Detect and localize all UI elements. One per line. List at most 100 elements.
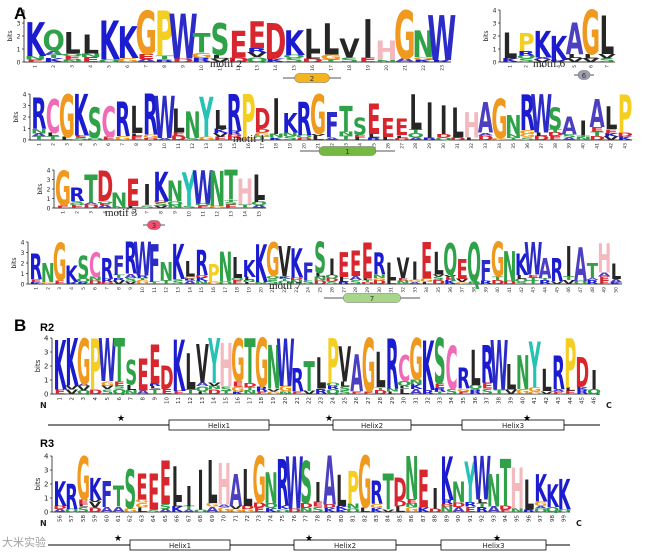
logo-letter: A <box>574 240 587 293</box>
logo-letter: A <box>97 205 112 210</box>
position-number: 74 <box>268 515 274 522</box>
y-tick-label: 3 <box>44 349 48 357</box>
logo-letter: D <box>296 138 312 141</box>
logo-letter: G <box>55 164 71 217</box>
y-tick-label: 2 <box>47 187 51 194</box>
logo-letter: G <box>143 134 159 139</box>
logo-letter: S <box>599 57 615 63</box>
position-number: 28 <box>413 143 419 149</box>
position-number: 1 <box>61 211 67 214</box>
position-number: 63 <box>139 515 145 522</box>
logo-letter: K <box>213 128 229 135</box>
y-tick-label: 4 <box>21 240 25 247</box>
r2-title: R2 <box>40 322 55 334</box>
y-tick-label: 0 <box>47 206 51 213</box>
logo-letter: V <box>397 253 410 286</box>
y-tick-label: 3 <box>47 177 51 184</box>
logo-letter: Q <box>195 203 212 206</box>
logo-letter: K <box>610 282 624 285</box>
logo-letter: P <box>241 84 255 152</box>
logo-letter: T <box>84 169 98 213</box>
position-number: 6 <box>106 143 112 146</box>
position-number: 17 <box>328 65 334 71</box>
y-tick-label: 0 <box>21 282 25 289</box>
logo-letter: K <box>65 262 78 288</box>
logo-letter: R <box>77 282 90 285</box>
logo-letter: D <box>499 504 513 510</box>
logo-letter: R <box>149 383 163 387</box>
helix-label: Helix2 <box>361 422 383 430</box>
helix-label: Helix3 <box>502 422 524 430</box>
logo-letter: D <box>432 279 446 285</box>
logo-letter: L <box>611 259 622 285</box>
logo-letter: T <box>339 99 353 141</box>
position-number: 83 <box>374 515 380 522</box>
logo-letter: D <box>491 279 505 285</box>
conserved-tryptophan-star: ★ <box>305 534 313 544</box>
logo-letter: E <box>381 114 394 143</box>
logo-letter: V <box>598 52 616 59</box>
logo-letter: E <box>82 56 100 64</box>
motif-number: 3 <box>152 222 156 230</box>
logo-letter: S <box>182 206 196 209</box>
logo-letter: K <box>44 57 66 63</box>
logo-letter: E <box>359 56 377 64</box>
y-tick-label: 4 <box>23 92 27 99</box>
logo-letter: G <box>267 391 281 395</box>
logo-letter: N <box>385 387 399 392</box>
logo-letter: R <box>433 387 447 392</box>
logo-letter: V <box>65 388 78 396</box>
logo-letter: S <box>125 277 137 283</box>
logo-letter: N <box>510 507 524 513</box>
logo-letter: A <box>112 505 125 514</box>
position-number: 98 <box>550 515 556 522</box>
logo-letter: L <box>172 500 183 508</box>
logo-letter: D <box>290 277 304 281</box>
logo-letter: Q <box>545 506 559 514</box>
logo-letter: G <box>491 87 507 151</box>
logo-letter: H <box>510 457 524 522</box>
logo-letter: L <box>137 506 148 514</box>
logo-letter: A <box>196 382 209 388</box>
logo-letter: L <box>565 387 576 392</box>
position-number: 5 <box>107 65 113 68</box>
logo-letter: D <box>372 280 386 286</box>
position-number: 12 <box>215 211 221 217</box>
position-number: 41 <box>532 397 538 404</box>
position-number: 14 <box>218 143 224 149</box>
position-number: 20 <box>258 287 264 293</box>
logo-letter: L <box>516 274 527 280</box>
logo-letter: L <box>315 272 326 278</box>
logo-letter: E <box>149 335 160 397</box>
logo-letter: E <box>130 135 143 141</box>
helix-box <box>168 419 270 431</box>
logo-letter: K <box>195 276 209 282</box>
y-axis-title: bits <box>13 112 20 123</box>
position-number: 16 <box>246 143 252 149</box>
logo-letter: A <box>251 205 266 209</box>
helix-label: Helix2 <box>334 542 356 550</box>
logo-letter: G <box>198 136 214 141</box>
logo-letter: I <box>580 117 587 140</box>
logo-letter: T <box>590 131 603 138</box>
logo-letter: D <box>533 135 549 141</box>
logo-letter: V <box>550 281 564 285</box>
n-terminus-label: N <box>40 401 47 410</box>
y-tick-label: 3 <box>23 103 27 110</box>
logo-letter: N <box>195 280 209 285</box>
logo-letter: G <box>59 83 75 151</box>
position-number: 3 <box>64 143 70 146</box>
position-number: 4 <box>103 211 109 214</box>
logo-letter: T <box>339 134 352 141</box>
logo-letter: N <box>346 502 360 511</box>
y-tick-label: 0 <box>17 60 21 67</box>
logo-letter: H <box>597 237 611 283</box>
logo-letter: T <box>375 386 387 391</box>
logo-letter: H <box>237 171 253 213</box>
position-number: 6 <box>588 65 594 68</box>
logo-letter: K <box>99 10 120 72</box>
logo-letter: K <box>370 507 383 513</box>
logo-letter: V <box>208 382 222 387</box>
logo-letter: L <box>312 135 325 141</box>
logo-letter: D <box>153 201 169 203</box>
